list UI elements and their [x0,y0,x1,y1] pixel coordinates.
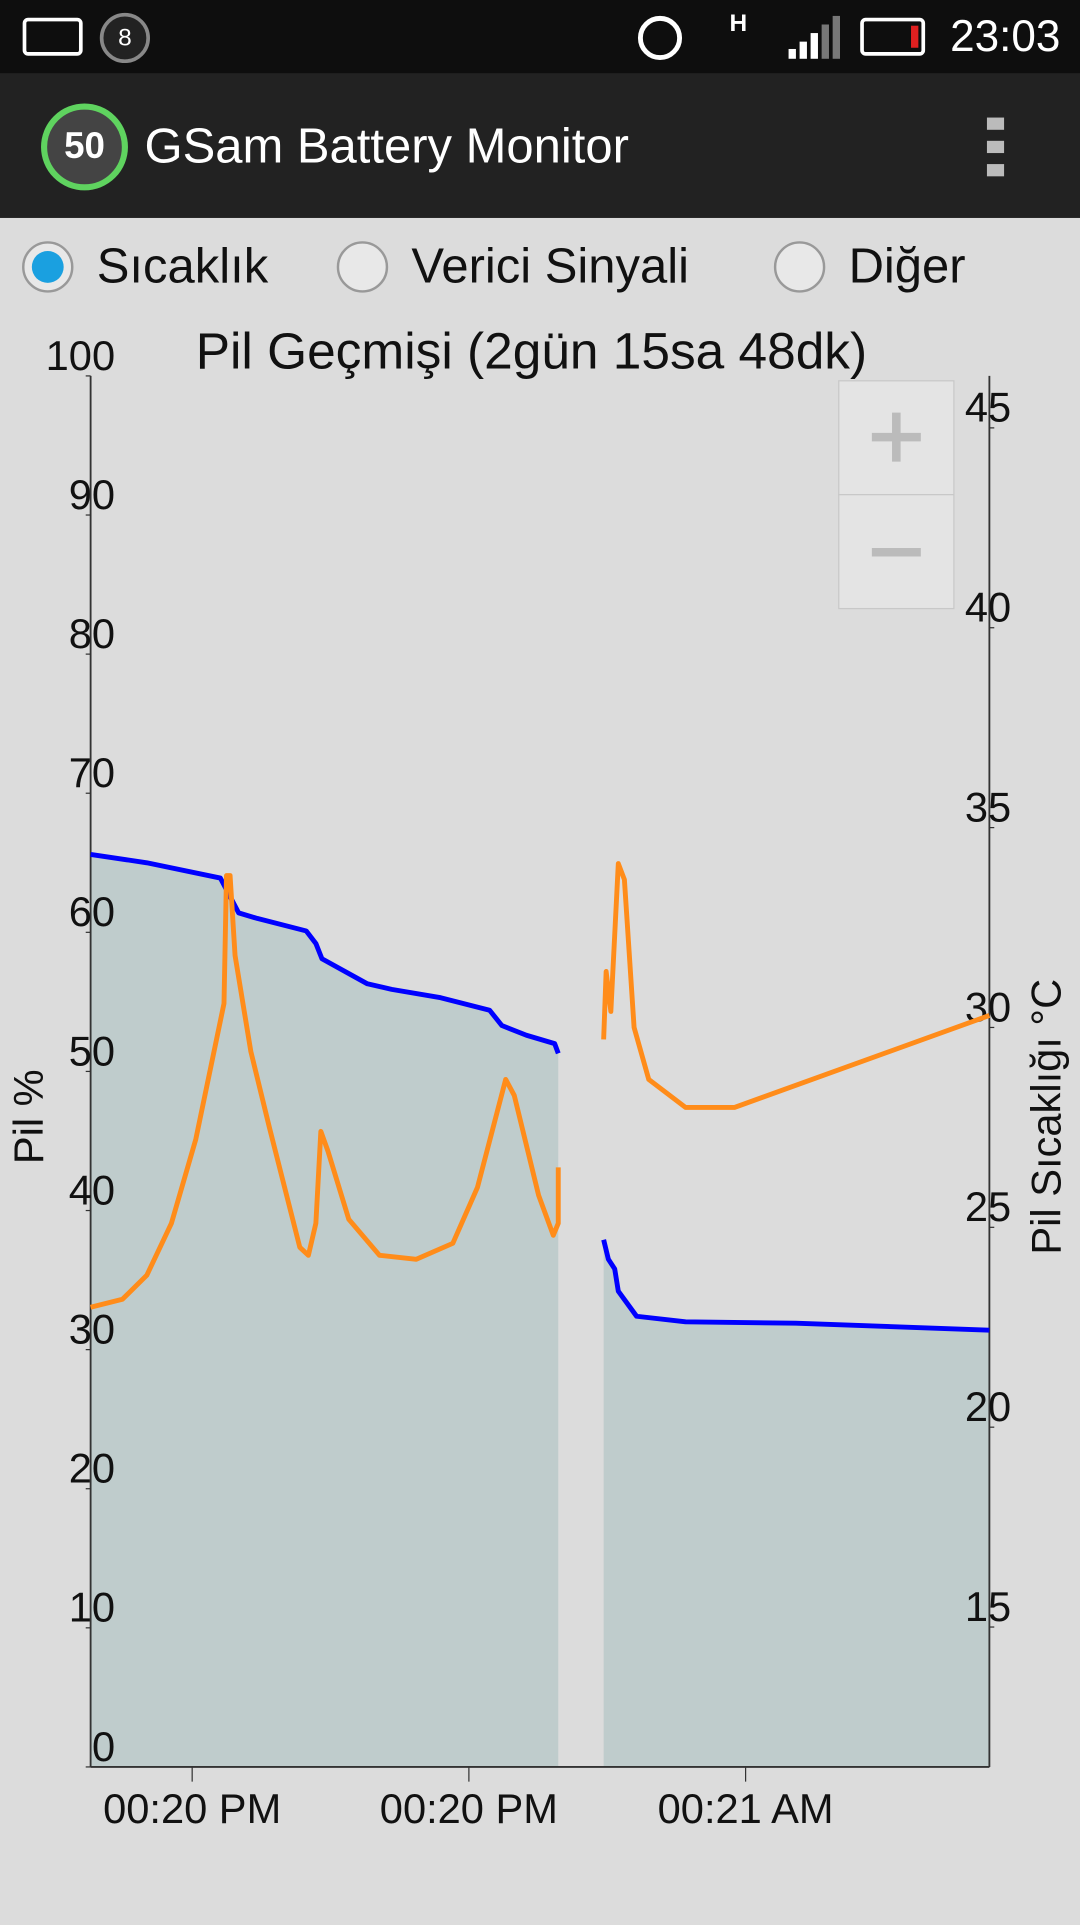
y-tick-label: 80 [69,610,115,657]
radio-button[interactable] [336,241,389,293]
y-tick-label: 90 [69,471,115,518]
radio-group: Sıcaklık Verici Sinyali Diğer [22,239,966,293]
battery-level [911,25,919,48]
x-tick-label: 00:21 AM [658,1785,834,1832]
y-tick-label: 50 [69,1027,115,1074]
area [90,854,990,1767]
y2-tick-label: 40 [965,584,1011,631]
app-bar [0,73,1080,218]
app-icon-label: 50 [64,125,105,166]
radio-label: Diğer [849,239,966,293]
app-icon [41,103,128,191]
network-icon: H [730,10,748,37]
notification-count: 8 [118,25,132,52]
chart-title: Pil Geçmişi (2gün 15sa 48dk) [196,322,867,380]
zoom-controls [838,380,955,610]
y-axis-label: Pil % [5,1069,52,1164]
status-bar [0,0,1080,74]
y2-tick-label: 20 [965,1383,1011,1430]
y-tick-label: 100 [46,332,115,379]
radio-button[interactable] [773,241,826,293]
series-line [90,861,991,1310]
y-tick-label: 0 [92,1723,115,1770]
battery-icon [860,17,926,56]
app-title: GSam Battery Monitor [144,119,628,173]
clock: 23:03 [950,12,1060,61]
zoom-icons [871,412,921,557]
y2-axis-label: Pil Sıcaklığı °C [1022,979,1069,1255]
y-tick-label: 10 [69,1584,115,1631]
y-tick-label: 20 [69,1445,115,1492]
status-icon [22,17,83,56]
y2-tick-label: 25 [965,1183,1011,1230]
y-tick-label: 60 [69,888,115,935]
radio-label: Sıcaklık [97,239,269,293]
y2-tick-label: 15 [965,1583,1011,1630]
radio-label: Verici Sinyali [411,239,689,293]
y2-tick-label: 45 [965,384,1011,431]
y-tick-label: 30 [69,1305,115,1352]
overflow-menu[interactable] [986,117,1005,177]
x-tick-label: 00:20 PM [103,1785,281,1832]
y-tick-label: 40 [69,1166,115,1213]
chart: Pil Geçmişi (2gün 15sa 48dk) Pil % Pil S… [5,322,1070,1833]
x-tick-label: 00:20 PM [380,1785,558,1832]
notification-badge [99,12,150,64]
y2-tick-label: 35 [965,783,1011,830]
y-tick-label: 70 [69,749,115,796]
signal-icon [788,15,840,59]
alarm-icon [637,15,683,60]
radio-dot [31,251,64,283]
